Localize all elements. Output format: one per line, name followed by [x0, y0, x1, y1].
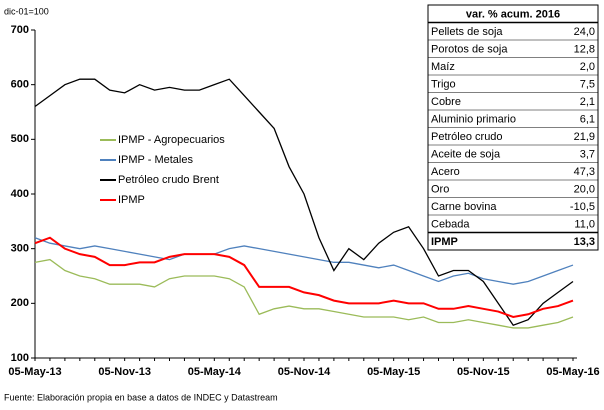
- y-tick-label: 300: [11, 243, 29, 255]
- series-line: [34, 258, 574, 329]
- table-value: 21,9: [574, 131, 595, 143]
- table-label: Petróleo crudo: [431, 131, 503, 143]
- table-label: Maíz: [431, 61, 455, 73]
- table-label: Aceite de soja: [431, 149, 501, 161]
- legend-label: IPMP: [118, 194, 145, 206]
- source-note: Fuente: Elaboración propia en base a dat…: [4, 392, 278, 402]
- table-value: 24,0: [574, 26, 595, 38]
- series-line: [34, 236, 574, 319]
- x-tick-label: 05-May-16: [546, 366, 599, 378]
- x-tick-label: 05-Nov-13: [98, 366, 151, 378]
- table-value: 47,3: [574, 166, 595, 178]
- table-label: Cobre: [431, 96, 461, 108]
- table-label: Porotos de soja: [431, 44, 508, 56]
- legend-label: IPMP - Metales: [118, 154, 193, 166]
- y-tick-label: 400: [11, 188, 29, 200]
- y-unit-label: dic-01=100: [4, 6, 49, 16]
- legend-label: IPMP - Agropecuarios: [118, 134, 225, 146]
- x-tick-label: 05-May-15: [367, 366, 420, 378]
- table-value: 2,0: [580, 61, 595, 73]
- series-line: [34, 237, 574, 285]
- table-label: Oro: [431, 184, 449, 196]
- y-tick-label: 200: [11, 297, 29, 309]
- y-tick-label: 100: [11, 352, 29, 364]
- table-label: Pellets de soja: [431, 26, 503, 38]
- x-tick-label: 05-Nov-15: [457, 366, 510, 378]
- table-value: 12,8: [574, 44, 595, 56]
- table-value: 6,1: [580, 114, 595, 126]
- table-value: 20,0: [574, 184, 595, 196]
- x-tick-label: 05-May-14: [188, 366, 242, 378]
- table-label: Acero: [431, 166, 460, 178]
- table-value: 3,7: [580, 149, 595, 161]
- y-tick-label: 500: [11, 133, 29, 145]
- table-label: Carne bovina: [431, 201, 497, 213]
- table-label: IPMP: [431, 236, 458, 248]
- table-value: 7,5: [580, 79, 595, 91]
- x-tick-label: 05-May-13: [8, 366, 61, 378]
- y-tick-label: 600: [11, 79, 29, 91]
- x-tick-label: 05-Nov-14: [278, 366, 331, 378]
- table-value: 2,1: [580, 96, 595, 108]
- table-label: Aluminio primario: [431, 114, 516, 126]
- y-tick-label: 700: [11, 24, 29, 36]
- table-value: 11,0: [574, 219, 595, 231]
- legend-label: Petróleo crudo Brent: [118, 174, 219, 186]
- table-value: 13,3: [574, 236, 595, 248]
- series-line: [34, 78, 574, 326]
- table-value: -10,5: [570, 201, 595, 213]
- table-label: Trigo: [431, 79, 456, 91]
- table-header: var. % acum. 2016: [466, 9, 560, 21]
- table-label: Cebada: [431, 219, 470, 231]
